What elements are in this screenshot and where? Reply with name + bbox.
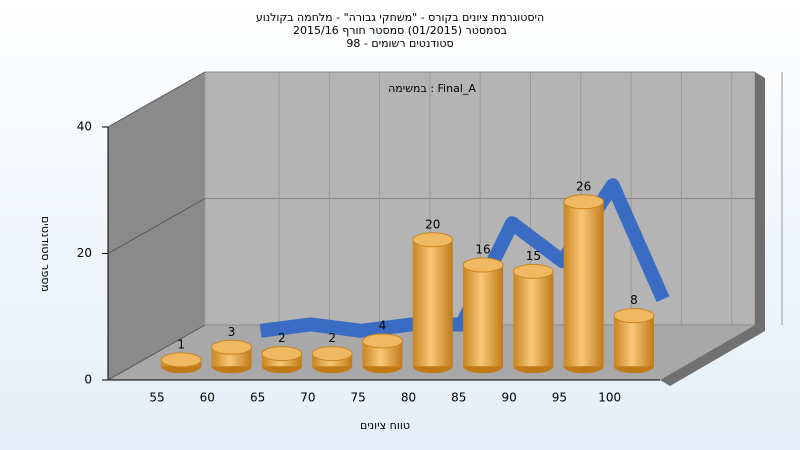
bar-top bbox=[261, 346, 303, 362]
value-label: 3 bbox=[228, 325, 236, 339]
value-label: 2 bbox=[328, 331, 336, 345]
grid-line bbox=[107, 324, 206, 381]
x-tick-label: 55 bbox=[149, 391, 164, 405]
bar-top bbox=[311, 346, 353, 362]
chart-subtitle: במשימה : Final_A bbox=[388, 82, 476, 95]
wall-edge bbox=[755, 72, 765, 331]
bar-top bbox=[613, 308, 655, 324]
value-label: 26 bbox=[576, 179, 591, 193]
value-label: 15 bbox=[526, 249, 541, 263]
x-tick-label: 75 bbox=[351, 391, 366, 405]
bar-top bbox=[211, 339, 253, 355]
x-tick-label: 80 bbox=[401, 391, 416, 405]
grid-line bbox=[107, 198, 206, 254]
x-tick-label: 100 bbox=[598, 391, 621, 405]
bar bbox=[613, 315, 654, 367]
x-tick-label: 95 bbox=[552, 391, 567, 405]
bar-top bbox=[412, 232, 454, 248]
x-tick-label: 70 bbox=[300, 391, 315, 405]
bar-top bbox=[563, 194, 605, 210]
value-label: 8 bbox=[630, 293, 638, 307]
chart-title: סטודנטים רשומים - 98 bbox=[346, 37, 453, 50]
bar bbox=[412, 239, 453, 367]
x-tick-label: 60 bbox=[200, 391, 215, 405]
value-label: 2 bbox=[278, 331, 286, 345]
value-label: 4 bbox=[379, 318, 387, 332]
bar bbox=[563, 201, 604, 367]
bar bbox=[463, 265, 504, 367]
grid-line bbox=[107, 71, 206, 128]
x-tick-label: 90 bbox=[501, 391, 516, 405]
value-label: 16 bbox=[475, 243, 490, 257]
chart-title: היסטוגרמת ציונים בקורס - "משחקי גבורה" -… bbox=[256, 11, 544, 24]
bar bbox=[513, 271, 554, 367]
y-tick-label: 0 bbox=[84, 373, 92, 387]
bar-top bbox=[160, 352, 202, 368]
value-label: 1 bbox=[177, 337, 185, 351]
x-tick-label: 65 bbox=[250, 391, 265, 405]
bar-top bbox=[462, 257, 504, 273]
chart-title: בסמסטר (01/2015) סמסטר חורף 2015/16 bbox=[293, 24, 507, 37]
x-axis-label: טווח ציונים bbox=[360, 419, 410, 432]
x-tick-label: 85 bbox=[451, 391, 466, 405]
y-axis-label: מספר סטודנטים bbox=[39, 216, 52, 292]
y-tick-label: 20 bbox=[77, 246, 92, 260]
floor-edge bbox=[660, 325, 765, 386]
bar-top bbox=[361, 333, 403, 349]
bar-top bbox=[512, 263, 554, 279]
value-label: 20 bbox=[425, 217, 440, 231]
y-tick-label: 40 bbox=[77, 120, 92, 134]
